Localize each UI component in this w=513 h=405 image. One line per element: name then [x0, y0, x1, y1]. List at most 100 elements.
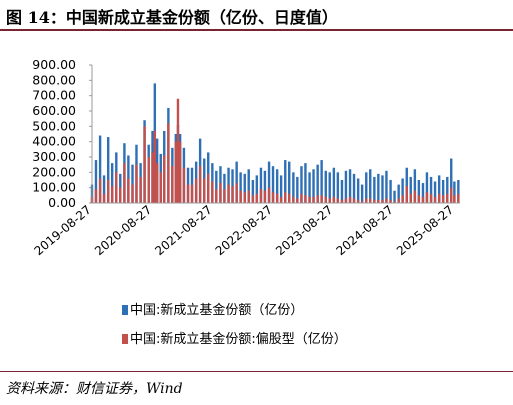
y-tick-label: 500.00	[32, 118, 76, 133]
bar	[102, 193, 106, 203]
bar	[127, 178, 130, 203]
bar	[139, 176, 142, 203]
bar	[393, 190, 396, 203]
bar	[356, 178, 360, 203]
bar	[360, 184, 364, 203]
bar	[421, 183, 425, 203]
y-tick-label: 800.00	[32, 72, 76, 87]
bar	[453, 181, 456, 203]
bar	[123, 163, 126, 203]
bar	[94, 160, 98, 203]
bar	[119, 187, 122, 203]
bar	[135, 164, 138, 203]
bar	[110, 163, 114, 203]
bar	[176, 98, 180, 203]
bar	[304, 195, 307, 203]
x-tick-label: 2021-08-27	[152, 203, 214, 259]
bar	[304, 163, 307, 203]
bar	[227, 184, 230, 203]
bar	[336, 198, 340, 203]
bar	[284, 160, 287, 203]
bar	[409, 176, 412, 203]
bar	[312, 196, 315, 203]
bar	[437, 175, 441, 203]
bar	[223, 173, 226, 203]
bar	[174, 141, 178, 203]
series-equity-bars	[90, 98, 460, 203]
bar	[296, 176, 299, 203]
bar	[235, 161, 238, 203]
bar	[453, 195, 456, 203]
x-tick-label: 2025-08-27	[394, 203, 456, 259]
bar	[324, 170, 327, 203]
bar	[131, 184, 134, 203]
bar	[239, 172, 242, 203]
bar	[332, 167, 336, 203]
bar	[373, 199, 376, 203]
bar	[450, 187, 453, 203]
y-tick-label: 100.00	[32, 180, 76, 195]
bar	[251, 195, 255, 203]
bar	[320, 160, 323, 203]
bar	[292, 172, 295, 203]
bar	[385, 198, 388, 203]
bar	[107, 180, 110, 203]
bar	[296, 198, 299, 203]
bar	[393, 201, 396, 203]
y-tick-label: 900.00	[32, 57, 76, 72]
legend-swatch-equity	[122, 334, 128, 344]
bar	[352, 198, 356, 203]
bar	[163, 155, 166, 203]
bar	[425, 172, 429, 203]
x-tick-label: 2019-08-27	[31, 203, 93, 259]
source-note: 资料来源：财信证券，Wind	[6, 381, 183, 397]
bar	[352, 173, 356, 203]
bar	[446, 193, 449, 203]
bar	[215, 170, 218, 203]
bar	[159, 172, 162, 203]
bar	[267, 187, 271, 203]
bar	[340, 199, 344, 203]
bar	[300, 166, 303, 203]
bar	[369, 198, 372, 203]
bar	[344, 198, 348, 203]
legend-swatch-total	[122, 305, 128, 315]
bar	[409, 193, 412, 203]
bar	[259, 167, 263, 203]
series-total-bars	[90, 83, 460, 203]
y-tick-label: 600.00	[32, 103, 76, 118]
x-tick-label: 2020-08-27	[92, 203, 154, 259]
bar	[348, 196, 352, 203]
chart-area: 900.00800.00700.00600.00500.00400.00300.…	[31, 57, 460, 347]
bar	[292, 196, 295, 203]
bar	[450, 158, 453, 203]
legend-label-total: 中国:新成立基金份额（亿份）	[130, 302, 303, 318]
bar	[397, 198, 400, 203]
bar	[332, 196, 336, 203]
bar	[320, 195, 323, 203]
bar	[308, 196, 311, 203]
bar	[267, 161, 271, 203]
y-tick-label: 300.00	[32, 149, 76, 164]
bar	[223, 189, 226, 203]
bar	[271, 166, 275, 203]
bar	[405, 186, 408, 203]
bar	[231, 186, 234, 203]
bar	[151, 152, 154, 203]
bar	[328, 172, 331, 203]
y-tick-label: 200.00	[32, 164, 76, 179]
x-axis: 2019-08-272020-08-272021-08-272022-08-27…	[31, 203, 456, 259]
bar	[381, 175, 384, 203]
bar	[324, 196, 327, 203]
bar	[429, 176, 433, 203]
bar	[243, 192, 246, 203]
bar	[433, 196, 437, 203]
bar	[255, 175, 259, 203]
bar	[271, 192, 275, 203]
bar	[348, 169, 352, 203]
bar	[316, 164, 319, 203]
y-tick-label: 0.00	[48, 195, 76, 210]
bar	[413, 190, 417, 203]
bar	[255, 193, 259, 203]
bar	[147, 157, 150, 203]
